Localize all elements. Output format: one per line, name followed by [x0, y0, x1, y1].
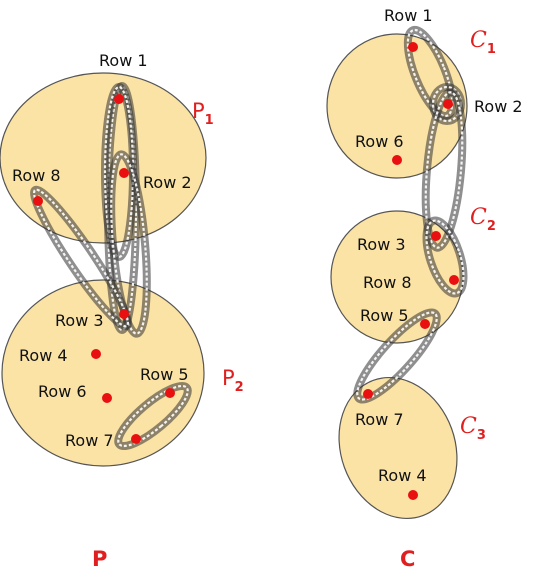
label-row5: Row 5	[360, 306, 409, 325]
label-row6: Row 6	[355, 132, 404, 151]
cluster-label-c2: C2	[470, 205, 496, 234]
dot-row2	[443, 99, 453, 109]
label-row2: Row 2	[474, 97, 523, 116]
cluster-label-c1: C1	[470, 28, 496, 57]
label-row1: Row 1	[99, 51, 148, 70]
dot-row7	[363, 389, 373, 399]
dot-row3	[119, 309, 129, 319]
label-row8: Row 8	[12, 166, 61, 185]
label-row3: Row 3	[55, 311, 104, 330]
cluster-label-c3: C3	[460, 414, 486, 443]
dot-row3	[431, 231, 441, 241]
dot-row4	[91, 349, 101, 359]
dot-row4	[408, 490, 418, 500]
dot-row1	[408, 42, 418, 52]
dot-row5	[165, 388, 175, 398]
panel-label-right: C	[400, 547, 415, 571]
label-row4: Row 4	[19, 346, 68, 365]
label-row7: Row 7	[65, 431, 114, 450]
dot-row2	[119, 168, 129, 178]
label-row8: Row 8	[363, 273, 412, 292]
dot-row1	[114, 94, 124, 104]
dot-row5	[420, 319, 430, 329]
label-row2: Row 2	[143, 173, 192, 192]
right-panel: Row 1 Row 2 Row 6 Row 3 Row 8 Row 5 Row …	[320, 6, 523, 571]
label-row6: Row 6	[38, 382, 87, 401]
dot-row8	[33, 196, 43, 206]
dot-row8	[449, 275, 459, 285]
cluster-c3	[320, 361, 476, 535]
dot-row6	[392, 155, 402, 165]
label-row4: Row 4	[378, 466, 427, 485]
cluster-label-p2: P2	[222, 366, 244, 395]
panel-label-left: P	[92, 547, 107, 571]
dot-row7	[131, 434, 141, 444]
label-row1: Row 1	[384, 6, 433, 25]
label-row7: Row 7	[355, 410, 404, 429]
label-row5: Row 5	[140, 365, 189, 384]
left-panel: Row 1 Row 2 Row 8 Row 3 Row 4 Row 6 Row …	[0, 51, 244, 571]
label-row3: Row 3	[357, 235, 406, 254]
dot-row6	[102, 393, 112, 403]
